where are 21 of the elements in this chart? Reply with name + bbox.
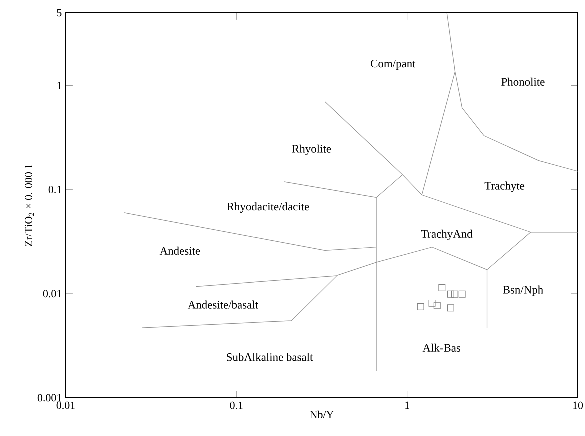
annotation: SubAlkaline basalt bbox=[227, 353, 314, 362]
x-tick-label: 0.1 bbox=[230, 402, 243, 410]
y-tick-label: 5 bbox=[57, 9, 62, 17]
annotation: Alk-Bas bbox=[422, 344, 460, 352]
y-tick-label: 0.1 bbox=[48, 186, 62, 194]
annotation: Com/pant bbox=[371, 60, 416, 70]
y-tick-label: 1 bbox=[58, 82, 62, 90]
annotation: Phonolite bbox=[502, 78, 545, 86]
annotation: Trachyte bbox=[484, 182, 525, 192]
annotation: Bsn/Nph bbox=[503, 286, 544, 296]
x-tick-label: 10 bbox=[573, 402, 584, 410]
y-tick-label: 0.001 bbox=[38, 394, 62, 402]
annotation: Rhyolite bbox=[292, 144, 332, 156]
annotation: Andesite/basalt bbox=[188, 300, 258, 309]
x-axis-title: Nb/Y bbox=[310, 410, 334, 419]
annotation: TrachyAnd bbox=[421, 230, 473, 240]
annotation: Rhyodacite/dacite bbox=[227, 202, 310, 214]
y-tick-label: 0.01 bbox=[43, 290, 62, 298]
x-tick-label: 1 bbox=[406, 402, 410, 410]
annotation: Andesite bbox=[160, 246, 200, 255]
y-axis-title: Zr/TiO$_{2}$ × 0. 000 1 bbox=[25, 164, 34, 247]
